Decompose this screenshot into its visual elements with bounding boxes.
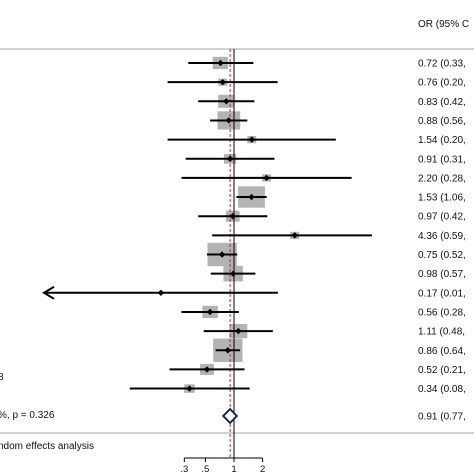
or-labels: 0.72 (0.33, 0.76 (0.20, 0.83 (0.42, 0.88 (0… bbox=[418, 59, 466, 423]
or-label: 0.97 (0.42, bbox=[418, 212, 466, 223]
point-estimate bbox=[263, 174, 270, 182]
x-tick-label: .5 bbox=[201, 464, 209, 474]
point-estimate bbox=[219, 78, 226, 86]
point-estimate bbox=[235, 327, 242, 335]
x-axis: .3 .5 1 2 bbox=[180, 457, 265, 474]
heterogeneity-text: %, p = 0.326 bbox=[0, 410, 55, 421]
pooled-label: 0.91 (0.77, bbox=[418, 412, 466, 423]
or-label: 0.72 (0.33, bbox=[418, 59, 466, 70]
column-header: OR (95% C bbox=[418, 19, 469, 30]
footer-note: ndom effects analysis bbox=[0, 441, 94, 452]
point-estimate bbox=[224, 347, 231, 354]
point-estimate bbox=[229, 270, 237, 277]
or-label: 0.56 (0.28, bbox=[418, 307, 466, 318]
point-estimate bbox=[206, 308, 214, 316]
pooled-diamond bbox=[221, 407, 239, 425]
or-label: 0.75 (0.52, bbox=[418, 250, 466, 261]
point-estimate bbox=[291, 232, 298, 239]
point-estimate bbox=[186, 385, 193, 392]
point-estimate bbox=[225, 117, 232, 124]
point-estimate bbox=[217, 59, 224, 67]
or-label: 0.83 (0.42, bbox=[418, 97, 466, 108]
x-tick-label: .3 bbox=[180, 464, 188, 474]
or-label: 0.98 (0.57, bbox=[418, 269, 466, 280]
or-label: 2.20 (0.28, bbox=[418, 173, 466, 184]
or-label: 4.36 (0.59, bbox=[418, 231, 466, 242]
point-estimate bbox=[218, 251, 226, 258]
point-estimate bbox=[229, 213, 236, 220]
x-tick-label: 1 bbox=[231, 464, 236, 474]
x-tick-label: 2 bbox=[260, 464, 265, 474]
or-label: 1.11 (0.48, bbox=[418, 327, 465, 338]
plot-marks bbox=[42, 49, 372, 458]
or-label: 0.52 (0.21, bbox=[418, 365, 466, 376]
point-estimate bbox=[226, 155, 234, 162]
left-fragment-row: 8 bbox=[0, 372, 4, 383]
or-label: 0.88 (0.56, bbox=[418, 116, 466, 127]
point-estimate bbox=[248, 136, 256, 143]
or-label: 1.53 (1.06, bbox=[418, 193, 466, 204]
or-label: 0.34 (0.08, bbox=[418, 384, 466, 395]
or-label: 0.76 (0.20, bbox=[418, 78, 466, 89]
or-label: 0.86 (0.64, bbox=[418, 346, 466, 357]
or-label: 0.91 (0.31, bbox=[418, 154, 466, 165]
or-label: 1.54 (0.20, bbox=[418, 135, 466, 146]
point-estimate bbox=[248, 193, 255, 201]
ci-arrow bbox=[42, 285, 55, 300]
point-estimate bbox=[157, 289, 165, 296]
or-label: 0.17 (0.01, bbox=[418, 288, 466, 299]
point-estimate bbox=[203, 366, 211, 373]
point-estimate bbox=[223, 98, 230, 105]
